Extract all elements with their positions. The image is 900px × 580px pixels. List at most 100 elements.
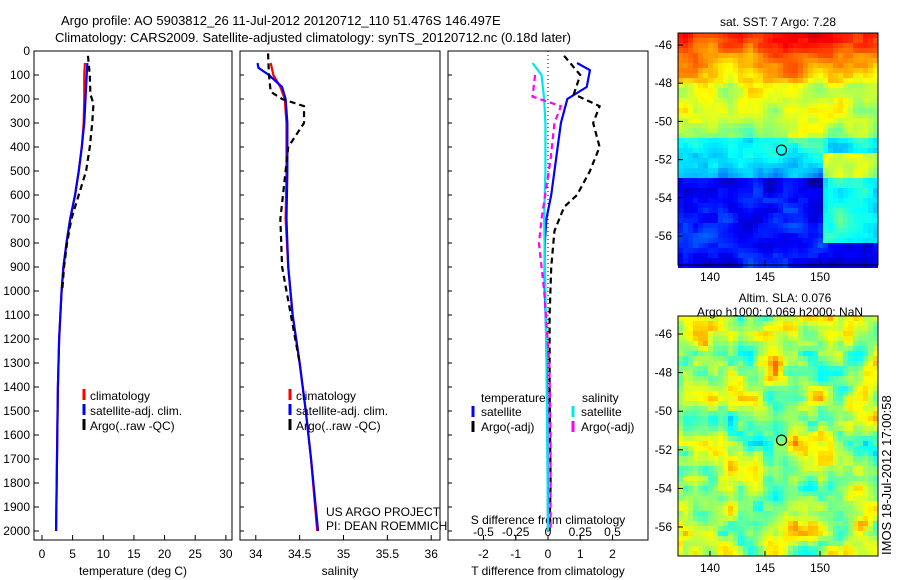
map-cell	[728, 506, 733, 511]
map-cell	[713, 511, 718, 516]
map-cell	[753, 78, 758, 83]
map-cell	[698, 431, 703, 436]
map-cell	[723, 486, 728, 491]
map-cell	[818, 466, 823, 471]
map-cell	[743, 213, 748, 218]
map-cell	[763, 506, 768, 511]
map-cell	[703, 486, 708, 491]
map-cell	[798, 526, 803, 531]
map-cell	[738, 451, 743, 456]
series-line-satellite-adj--clim-	[54, 62, 89, 532]
map-cell	[813, 356, 818, 361]
map-cell	[813, 83, 818, 88]
map-cell	[823, 451, 828, 456]
x-tick-label: 15	[127, 547, 141, 561]
map-cell	[743, 208, 748, 213]
map-cell	[873, 371, 878, 376]
map-cell	[863, 506, 868, 511]
map-cell	[818, 541, 823, 546]
map-cell	[728, 248, 733, 253]
map-cell	[833, 486, 838, 491]
map-cell	[688, 356, 693, 361]
map-cell	[788, 491, 793, 496]
map-cell	[873, 421, 878, 426]
map-cell	[723, 466, 728, 471]
map-cell	[768, 321, 773, 326]
map-cell	[788, 321, 793, 326]
map-cell	[733, 158, 738, 163]
map-cell	[783, 426, 788, 431]
map-cell	[758, 491, 763, 496]
map-cell	[833, 511, 838, 516]
map-cell	[688, 476, 693, 481]
map-cell	[733, 188, 738, 193]
map-cell	[688, 83, 693, 88]
map-cell	[733, 38, 738, 43]
map-cell	[693, 118, 698, 123]
map-cell	[698, 138, 703, 143]
map-cell	[853, 173, 858, 178]
map-cell	[708, 506, 713, 511]
x-tick-label: 30	[219, 547, 233, 561]
map-cell	[758, 366, 763, 371]
map-cell	[803, 183, 808, 188]
map-cell	[713, 73, 718, 78]
map-cell	[768, 326, 773, 331]
map-cell	[758, 53, 763, 58]
map-cell	[758, 486, 763, 491]
map-cell	[773, 258, 778, 263]
map-cell	[848, 406, 853, 411]
map-cell	[818, 391, 823, 396]
map-cell	[778, 103, 783, 108]
map-cell	[753, 33, 758, 38]
map-cell	[738, 436, 743, 441]
map-cell	[723, 88, 728, 93]
map-cell	[688, 78, 693, 83]
map-cell	[763, 83, 768, 88]
map-cell	[818, 53, 823, 58]
map-cell	[713, 83, 718, 88]
map-cell	[683, 316, 688, 321]
map-cell	[813, 53, 818, 58]
map-cell	[723, 376, 728, 381]
map-cell	[778, 38, 783, 43]
map-cell	[758, 143, 763, 148]
map-cell	[868, 153, 873, 158]
map-cell	[803, 401, 808, 406]
map-cell	[818, 143, 823, 148]
map-cell	[793, 153, 798, 158]
map-cell	[798, 148, 803, 153]
map-cell	[778, 346, 783, 351]
map-cell	[778, 381, 783, 386]
map-cell	[803, 316, 808, 321]
map-cell	[718, 321, 723, 326]
map-cell	[723, 98, 728, 103]
map-cell	[803, 481, 808, 486]
map-cell	[833, 451, 838, 456]
map-cell	[853, 416, 858, 421]
map-cell	[708, 93, 713, 98]
map-cell	[758, 346, 763, 351]
map-cell	[763, 521, 768, 526]
map-cell	[848, 431, 853, 436]
map-cell	[713, 531, 718, 536]
map-cell	[743, 133, 748, 138]
map-cell	[793, 406, 798, 411]
map-cell	[823, 541, 828, 546]
map-cell	[858, 163, 863, 168]
map-cell	[828, 193, 833, 198]
map-cell	[838, 218, 843, 223]
map-cell	[818, 58, 823, 63]
map-cell	[678, 496, 683, 501]
map-cell	[838, 426, 843, 431]
map-cell	[808, 551, 813, 556]
map-cell	[873, 223, 878, 228]
map-cell	[828, 546, 833, 551]
map-cell	[833, 53, 838, 58]
map-cell	[848, 63, 853, 68]
map-cell	[803, 248, 808, 253]
map-cell	[753, 341, 758, 346]
map-cell	[743, 148, 748, 153]
map-cell	[708, 366, 713, 371]
map-cell	[748, 198, 753, 203]
